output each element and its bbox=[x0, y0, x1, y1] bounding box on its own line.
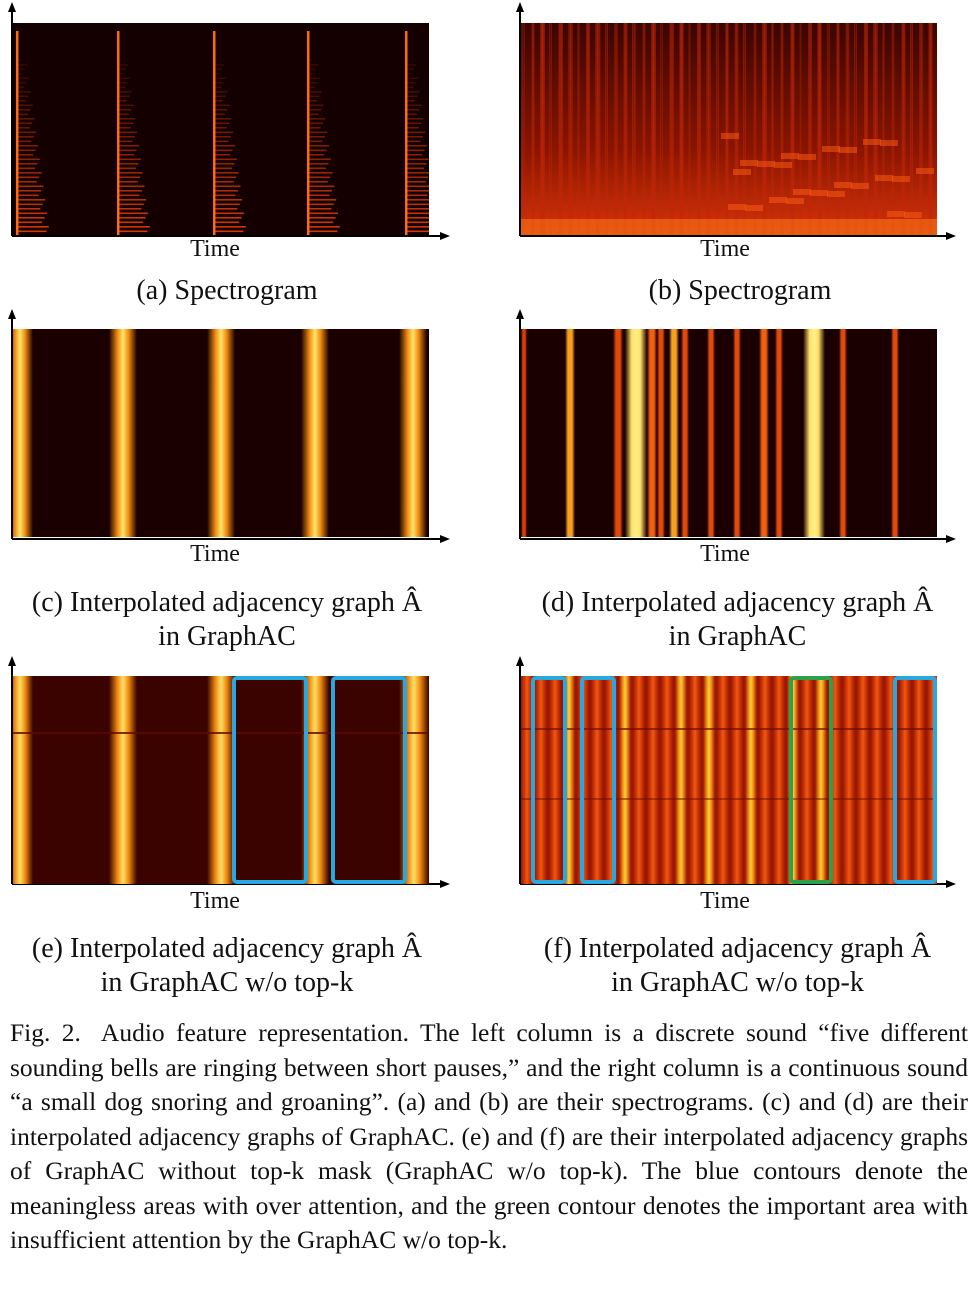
figure-caption-text: Audio feature representation. The left c… bbox=[10, 1018, 968, 1254]
caption-d: (d) Interpolated adjacency graph Â in Gr… bbox=[505, 586, 970, 654]
heatmap-band bbox=[775, 329, 783, 537]
spectrogram-a bbox=[13, 23, 429, 235]
heatmap-band bbox=[871, 676, 883, 884]
blue-contour bbox=[893, 676, 937, 884]
heatmap-band bbox=[745, 676, 757, 884]
heatmap-band bbox=[843, 676, 855, 884]
axes-d bbox=[516, 309, 956, 543]
heatmap-band bbox=[689, 676, 701, 884]
heatmap-band bbox=[13, 676, 33, 884]
xlabel-e: Time bbox=[190, 888, 240, 914]
axes-b bbox=[516, 2, 956, 240]
caption-f-line2: in GraphAC w/o top-k bbox=[611, 967, 864, 998]
caption-d-line2: in GraphAC bbox=[668, 621, 807, 652]
onset-line bbox=[405, 31, 408, 235]
caption-e-line2: in GraphAC w/o top-k bbox=[100, 967, 354, 998]
heatmap-band bbox=[759, 676, 771, 884]
heatmap-band bbox=[207, 676, 235, 884]
heatmap-band bbox=[619, 676, 631, 884]
adjacency-graph-c bbox=[13, 329, 429, 537]
adjacency-graph-e bbox=[13, 676, 429, 884]
heatmap-band bbox=[647, 676, 659, 884]
caption-c: (c) Interpolated adjacency graph Â in Gr… bbox=[0, 586, 454, 654]
xlabel-a: Time bbox=[190, 236, 240, 262]
heatmap-band bbox=[681, 329, 689, 537]
caption-e: (e) Interpolated adjacency graph Â in Gr… bbox=[0, 932, 454, 1000]
heatmap-band bbox=[707, 329, 715, 537]
heatmap-band bbox=[731, 676, 743, 884]
heatmap-band bbox=[633, 676, 645, 884]
heatmap-band bbox=[399, 329, 427, 537]
heatmap-band bbox=[301, 329, 329, 537]
xlabel-f: Time bbox=[700, 888, 750, 914]
heatmap-band bbox=[535, 676, 547, 884]
heatmap-band bbox=[913, 676, 925, 884]
caption-c-line2: in GraphAC bbox=[158, 621, 296, 652]
caption-c-line1: (c) Interpolated adjacency graph Â bbox=[31, 587, 423, 618]
heatmap-band bbox=[773, 676, 785, 884]
figure-caption: Fig. 2. Audio feature representation. The… bbox=[10, 1016, 968, 1258]
onset-line bbox=[213, 31, 216, 235]
heatmap-band bbox=[625, 329, 647, 537]
heatmap-band bbox=[565, 329, 575, 537]
heatmap-band bbox=[839, 329, 847, 537]
green-contour bbox=[789, 676, 833, 884]
heatmap-band bbox=[669, 329, 679, 537]
figure-label: Fig. 2. bbox=[10, 1018, 81, 1047]
heatmap-band bbox=[521, 329, 527, 537]
heatmap-band bbox=[109, 676, 137, 884]
heatmap-band bbox=[891, 329, 899, 537]
axes-f bbox=[516, 656, 956, 888]
axes-c bbox=[8, 309, 450, 543]
axes-e bbox=[8, 656, 450, 888]
heatmap-band bbox=[803, 329, 825, 537]
heatmap-band bbox=[613, 329, 623, 537]
xlabel-b: Time bbox=[700, 236, 750, 262]
heatmap-band bbox=[657, 329, 665, 537]
heatmap-band bbox=[899, 676, 911, 884]
onset-line bbox=[16, 31, 19, 235]
adjacency-graph-f bbox=[521, 676, 937, 884]
blue-contour bbox=[531, 676, 567, 884]
heatmap-band bbox=[759, 329, 769, 537]
heatmap-band bbox=[549, 676, 561, 884]
caption-b: (b) Spectrogram bbox=[648, 275, 832, 306]
caption-e-line1: (e) Interpolated adjacency graph Â bbox=[31, 933, 423, 964]
caption-a: (a) Spectrogram bbox=[136, 275, 318, 306]
heatmap-band bbox=[591, 676, 603, 884]
heatmap-band bbox=[927, 676, 937, 884]
caption-f: (f) Interpolated adjacency graph Â in Gr… bbox=[505, 932, 970, 1000]
heatmap-band bbox=[675, 676, 687, 884]
onset-line bbox=[307, 31, 310, 235]
spectrogram-b bbox=[521, 23, 937, 235]
heatmap-band bbox=[109, 329, 137, 537]
blue-contour bbox=[331, 676, 407, 884]
heatmap-band bbox=[857, 676, 869, 884]
blue-contour bbox=[580, 676, 616, 884]
adjacency-graph-d bbox=[521, 329, 937, 537]
heatmap-band bbox=[703, 676, 715, 884]
onset-line bbox=[117, 31, 120, 235]
caption-f-line1: (f) Interpolated adjacency graph Â bbox=[543, 933, 932, 964]
heatmap-band bbox=[815, 676, 827, 884]
caption-d-line1: (d) Interpolated adjacency graph Â bbox=[541, 587, 934, 618]
heatmap-band bbox=[717, 676, 729, 884]
heatmap-band bbox=[801, 676, 813, 884]
heatmap-band bbox=[13, 329, 33, 537]
heatmap-band bbox=[647, 329, 657, 537]
heatmap-band bbox=[733, 329, 741, 537]
heatmap-band bbox=[661, 676, 673, 884]
axes-a bbox=[8, 2, 450, 240]
xlabel-c: Time bbox=[190, 541, 240, 567]
blue-contour bbox=[232, 676, 308, 884]
xlabel-d: Time bbox=[700, 541, 750, 567]
heatmap-band bbox=[207, 329, 235, 537]
